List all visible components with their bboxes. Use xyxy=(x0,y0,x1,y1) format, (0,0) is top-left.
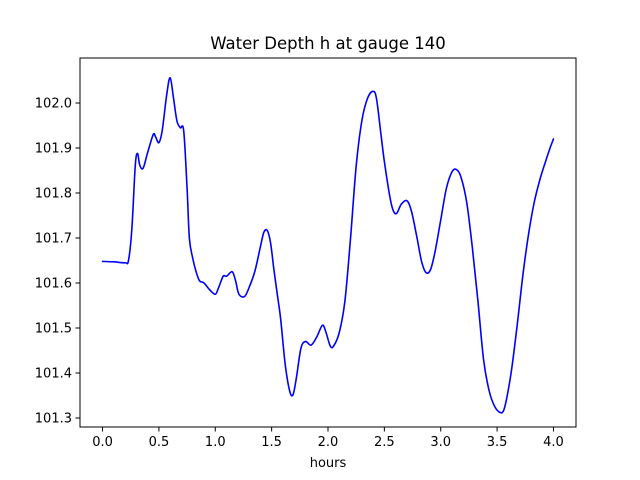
y-tick-label: 101.4 xyxy=(35,367,72,382)
x-tick-label: 3.5 xyxy=(487,435,508,450)
y-tick-label: 101.6 xyxy=(35,277,72,292)
y-axis: 101.3 101.4 101.5 101.6 101.7 101.8 101.9 102.0 xyxy=(35,97,80,427)
x-tick-label: 2.0 xyxy=(318,435,339,450)
series-line xyxy=(101,76,555,414)
y-tick-label: 102.0 xyxy=(35,97,72,112)
x-tick-label: 1.5 xyxy=(261,435,282,450)
x-tick-label: 4.0 xyxy=(543,435,564,450)
x-axis-label: hours xyxy=(310,456,347,471)
x-tick-label: 0.5 xyxy=(149,435,170,450)
axes-frame xyxy=(79,57,577,428)
y-tick-label: 101.3 xyxy=(35,412,72,427)
chart-title: Water Depth h at gauge 140 xyxy=(210,34,445,53)
x-axis: 0.0 0.5 1.0 1.5 2.0 2.5 3.0 3.5 4.0 xyxy=(92,427,564,450)
x-tick-label: 1.0 xyxy=(205,435,226,450)
x-tick-label: 2.5 xyxy=(374,435,395,450)
plot-area xyxy=(101,76,555,414)
x-tick-label: 3.0 xyxy=(430,435,451,450)
y-tick-label: 101.5 xyxy=(35,322,72,337)
y-tick-label: 101.7 xyxy=(35,232,72,247)
y-tick-label: 101.9 xyxy=(35,142,72,157)
y-tick-label: 101.8 xyxy=(35,187,72,202)
x-tick-label: 0.0 xyxy=(92,435,113,450)
